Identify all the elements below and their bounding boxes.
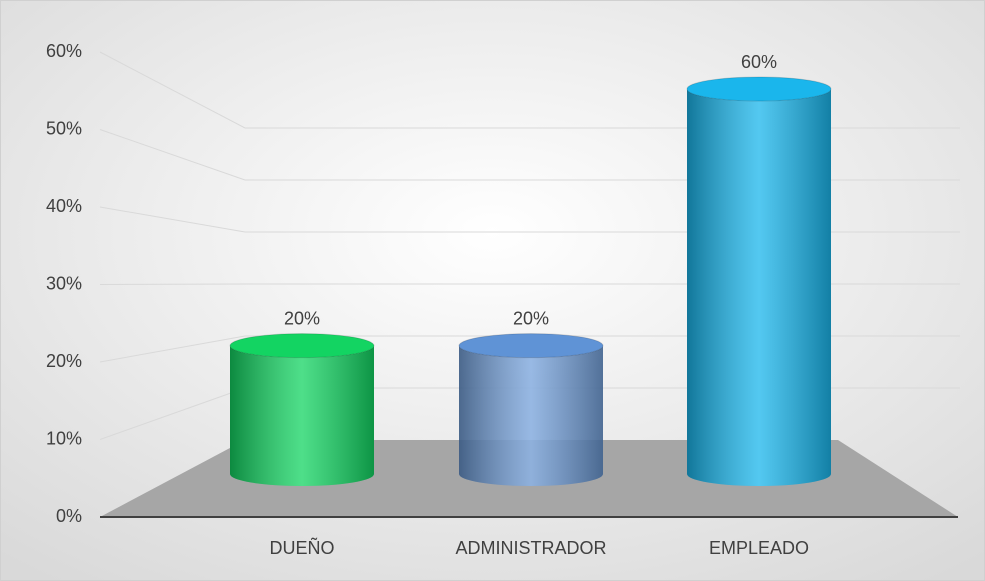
bar-shade bbox=[459, 345, 603, 486]
bar-shade bbox=[230, 345, 374, 486]
bar-shade bbox=[687, 89, 831, 486]
x-tick-label: DUEÑO bbox=[269, 537, 334, 558]
y-tick-label: 60% bbox=[46, 41, 82, 61]
value-label: 20% bbox=[284, 308, 320, 328]
bar-top bbox=[458, 333, 604, 359]
bar-top bbox=[686, 76, 832, 102]
value-label: 20% bbox=[513, 308, 549, 328]
y-tick-label: 30% bbox=[46, 273, 82, 293]
x-tick-label: EMPLEADO bbox=[709, 538, 809, 558]
y-tick-label: 20% bbox=[46, 351, 82, 371]
grid-line bbox=[99, 206, 246, 233]
value-label: 60% bbox=[741, 52, 777, 72]
grid-line bbox=[99, 387, 246, 440]
bar-top bbox=[229, 333, 375, 359]
grid-line bbox=[99, 283, 246, 285]
grid-line bbox=[99, 51, 246, 129]
y-tick-label: 50% bbox=[46, 118, 82, 138]
y-tick-label: 10% bbox=[46, 428, 82, 448]
grid-line bbox=[99, 129, 246, 181]
x-tick-label: ADMINISTRADOR bbox=[455, 538, 606, 558]
y-tick-label: 40% bbox=[46, 196, 82, 216]
grid-line bbox=[99, 335, 246, 363]
y-tick-label: 0% bbox=[56, 506, 82, 526]
